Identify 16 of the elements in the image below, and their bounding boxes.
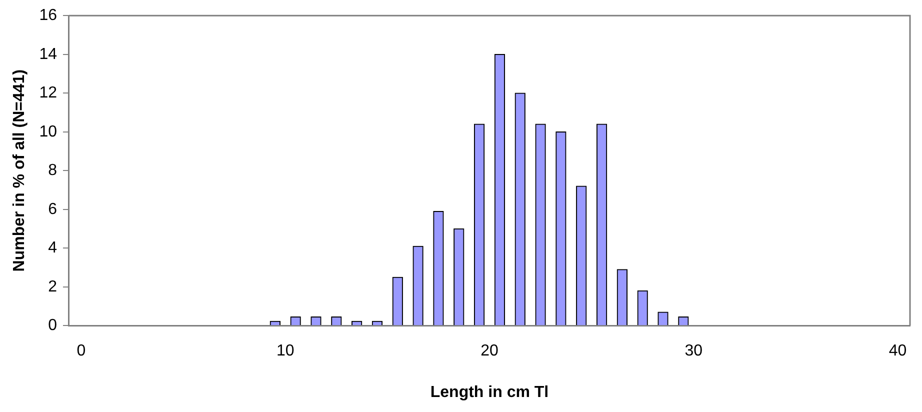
y-tick-label: 10 [39, 123, 58, 140]
y-tick-label: 4 [48, 240, 58, 257]
y-tick-label: 6 [48, 200, 58, 218]
x-tick-label: 20 [480, 342, 498, 360]
x-tick-label: 10 [276, 342, 294, 360]
y-tick-label: 14 [39, 46, 58, 63]
y-tick-label: 8 [48, 162, 58, 180]
x-tick-label: 0 [76, 342, 86, 360]
y-axis-title: Number in % of all (N=441) [11, 69, 28, 272]
y-tick-label: 12 [39, 84, 58, 102]
y-tick-label: 16 [39, 7, 58, 24]
x-tick-label: 30 [684, 342, 703, 360]
y-tick-label: 0 [48, 317, 58, 334]
x-axis-title: Length in cm Tl [430, 384, 549, 401]
y-tick-label: 2 [48, 278, 58, 296]
x-tick-label: 40 [888, 342, 907, 360]
